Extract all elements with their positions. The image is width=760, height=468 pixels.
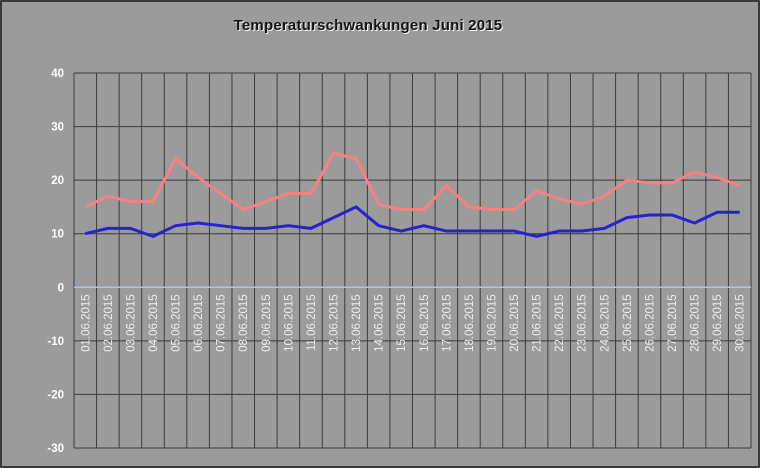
x-axis-label: 07.06.2015: [216, 294, 228, 352]
x-axis-label: 22.06.2015: [554, 294, 566, 352]
y-axis-label: -20: [47, 389, 64, 401]
x-axis-label: 11.06.2015: [306, 294, 318, 351]
x-axis-label: 25.06.2015: [622, 294, 634, 352]
x-axis-label: 05.06.2015: [171, 294, 183, 352]
x-axis-label: 28.06.2015: [690, 294, 702, 352]
x-axis-label: 20.06.2015: [509, 294, 521, 352]
x-axis-label: 08.06.2015: [238, 294, 250, 352]
x-axis-label: 27.06.2015: [667, 294, 679, 352]
x-axis-label: 02.06.2015: [103, 294, 115, 352]
x-axis-label: 12.06.2015: [329, 294, 341, 352]
x-axis-label: 04.06.2015: [148, 294, 160, 352]
x-axis-label: 26.06.2015: [644, 294, 656, 352]
x-axis-label: 03.06.2015: [125, 294, 137, 352]
x-axis-label: 30.06.2015: [735, 294, 747, 352]
x-axis-label: 18.06.2015: [464, 294, 476, 352]
x-axis-label: 29.06.2015: [712, 294, 724, 352]
x-axis-label: 01.06.2015: [80, 294, 92, 352]
x-axis-label: 24.06.2015: [599, 294, 611, 352]
x-axis-label: 10.06.2015: [283, 294, 295, 352]
y-axis-label: -10: [47, 336, 64, 348]
x-axis-label: 17.06.2015: [441, 294, 453, 352]
x-axis-label: 19.06.2015: [486, 294, 498, 352]
x-axis-label: 06.06.2015: [193, 294, 205, 352]
x-axis-label: 21.06.2015: [532, 294, 544, 352]
x-axis-label: 15.06.2015: [396, 294, 408, 352]
x-axis-label: 09.06.2015: [261, 294, 273, 352]
y-axis-label: -30: [47, 443, 64, 455]
x-axis-label: 16.06.2015: [419, 294, 431, 352]
chart-title: Temperaturschwankungen Juni 2015: [233, 17, 503, 34]
x-axis-label: 14.06.2015: [374, 294, 386, 352]
y-axis-label: 20: [51, 175, 64, 187]
y-axis-label: 10: [51, 229, 64, 241]
series-line-blau: [84, 205, 740, 238]
series-line-rot: [84, 151, 741, 212]
x-axis-label: 13.06.2015: [351, 294, 363, 352]
y-axis-label: 0: [58, 282, 64, 294]
y-axis-label: 30: [51, 122, 64, 134]
y-axis-label: 40: [51, 68, 64, 80]
x-axis-label: 23.06.2015: [577, 294, 589, 352]
